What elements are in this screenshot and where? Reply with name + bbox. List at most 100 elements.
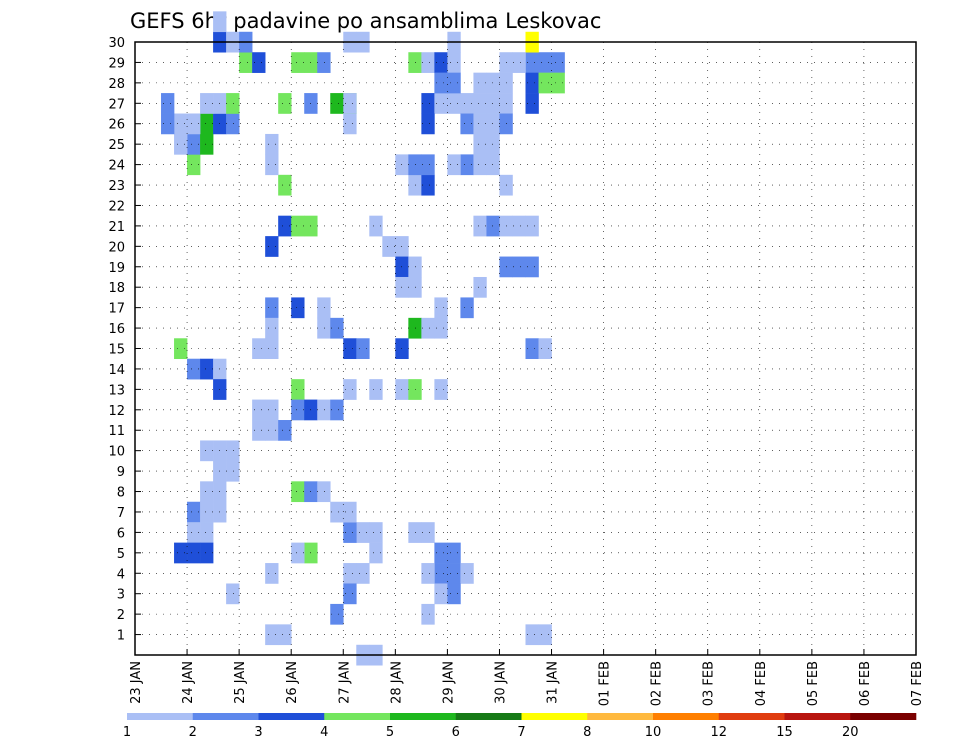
colorbar-label: 12 bbox=[710, 725, 727, 740]
data-cell bbox=[161, 93, 175, 114]
data-cell bbox=[200, 522, 214, 543]
y-tick-label: 9 bbox=[117, 465, 125, 480]
data-cell bbox=[486, 113, 500, 135]
colorbar-label: 15 bbox=[776, 725, 793, 740]
data-cell bbox=[460, 93, 474, 114]
y-tick-label: 21 bbox=[108, 220, 125, 235]
data-cell bbox=[447, 72, 461, 94]
y-tick-label: 11 bbox=[108, 424, 125, 439]
data-cell bbox=[291, 52, 305, 73]
data-cell bbox=[291, 379, 305, 400]
data-cell bbox=[265, 297, 279, 319]
colorbar-label: 2 bbox=[189, 725, 197, 740]
data-cell bbox=[434, 72, 448, 94]
data-cell bbox=[226, 113, 240, 135]
data-cell bbox=[486, 215, 500, 237]
data-cell bbox=[369, 215, 383, 237]
data-cell bbox=[200, 542, 214, 564]
colorbar-label: 4 bbox=[320, 725, 328, 740]
data-cell bbox=[434, 52, 448, 73]
y-tick-label: 20 bbox=[108, 240, 125, 255]
data-cell bbox=[330, 501, 344, 523]
y-tick-label: 16 bbox=[108, 322, 125, 337]
data-cell bbox=[421, 522, 435, 543]
data-cell bbox=[200, 93, 214, 114]
data-cell bbox=[174, 542, 188, 564]
x-tick-label: 26 JAN bbox=[285, 661, 300, 704]
data-cell bbox=[434, 542, 448, 564]
data-cell bbox=[252, 399, 266, 421]
y-tick-label: 17 bbox=[108, 302, 125, 317]
data-cell bbox=[473, 215, 487, 237]
data-cell bbox=[343, 379, 357, 400]
data-cell bbox=[460, 563, 474, 584]
y-tick-label: 23 bbox=[108, 179, 125, 194]
data-cell bbox=[486, 72, 500, 94]
x-tick-label: 01 FEB bbox=[598, 661, 613, 706]
y-tick-label: 12 bbox=[108, 404, 125, 419]
y-tick-label: 30 bbox=[108, 36, 125, 51]
data-cell bbox=[421, 52, 435, 73]
data-cell bbox=[317, 52, 331, 73]
x-tick-label: 06 FEB bbox=[858, 661, 873, 706]
data-cell bbox=[187, 133, 201, 155]
data-cell bbox=[551, 52, 565, 73]
data-cell bbox=[447, 583, 461, 605]
colorbar-label: 1 bbox=[123, 725, 131, 740]
data-cell bbox=[291, 542, 305, 564]
data-cell bbox=[460, 113, 474, 135]
data-cell bbox=[486, 93, 500, 114]
data-cell bbox=[252, 420, 266, 441]
data-cell bbox=[538, 624, 552, 646]
data-cell bbox=[265, 236, 279, 257]
data-cell bbox=[356, 338, 370, 360]
x-tick-label: 04 FEB bbox=[754, 661, 769, 706]
data-cell bbox=[200, 440, 214, 462]
data-cell bbox=[473, 133, 487, 155]
x-axis-ticks: 23 JAN 24 JAN 25 JAN 26 JAN 27 JAN 28 JAN 29 J… bbox=[129, 649, 925, 706]
data-cell bbox=[447, 542, 461, 564]
data-cell bbox=[317, 317, 331, 339]
data-cell bbox=[434, 563, 448, 584]
x-tick-label: 02 FEB bbox=[650, 661, 665, 706]
x-tick-label: 07 FEB bbox=[910, 661, 925, 706]
data-cell bbox=[447, 52, 461, 73]
colorbar-label: 5 bbox=[386, 725, 394, 740]
data-cell bbox=[447, 93, 461, 114]
data-cell bbox=[434, 583, 448, 605]
data-cell bbox=[317, 481, 331, 503]
x-tick-label: 27 JAN bbox=[337, 661, 352, 704]
data-cell bbox=[473, 113, 487, 135]
data-cell bbox=[265, 317, 279, 339]
chart-cells bbox=[161, 11, 565, 666]
data-cell bbox=[330, 317, 344, 339]
colorbar-swatch bbox=[390, 713, 457, 720]
data-cell bbox=[174, 133, 188, 155]
data-cell bbox=[187, 501, 201, 523]
data-cell bbox=[226, 440, 240, 462]
data-cell bbox=[200, 358, 214, 380]
data-cell bbox=[538, 72, 552, 94]
y-tick-label: 18 bbox=[108, 281, 125, 296]
data-cell bbox=[187, 154, 201, 176]
data-cell bbox=[369, 522, 383, 543]
colorbar-swatch bbox=[718, 713, 785, 720]
data-cell bbox=[525, 215, 539, 237]
data-cell bbox=[473, 93, 487, 114]
data-cell bbox=[343, 338, 357, 360]
data-cell bbox=[317, 399, 331, 421]
colorbar-label: 6 bbox=[452, 725, 460, 740]
colorbar-swatch bbox=[127, 713, 194, 720]
colorbar: 1 2 3 4 5 6 7 8 10 12 15 20 bbox=[123, 713, 917, 740]
data-cell bbox=[200, 481, 214, 503]
y-tick-label: 26 bbox=[108, 118, 125, 133]
data-cell bbox=[473, 72, 487, 94]
colorbar-label: 8 bbox=[583, 725, 591, 740]
y-tick-label: 22 bbox=[108, 199, 125, 214]
data-cell bbox=[356, 522, 370, 543]
data-cell bbox=[252, 52, 266, 73]
data-cell bbox=[447, 563, 461, 584]
x-tick-label: 30 JAN bbox=[493, 661, 508, 704]
data-cell bbox=[330, 399, 344, 421]
